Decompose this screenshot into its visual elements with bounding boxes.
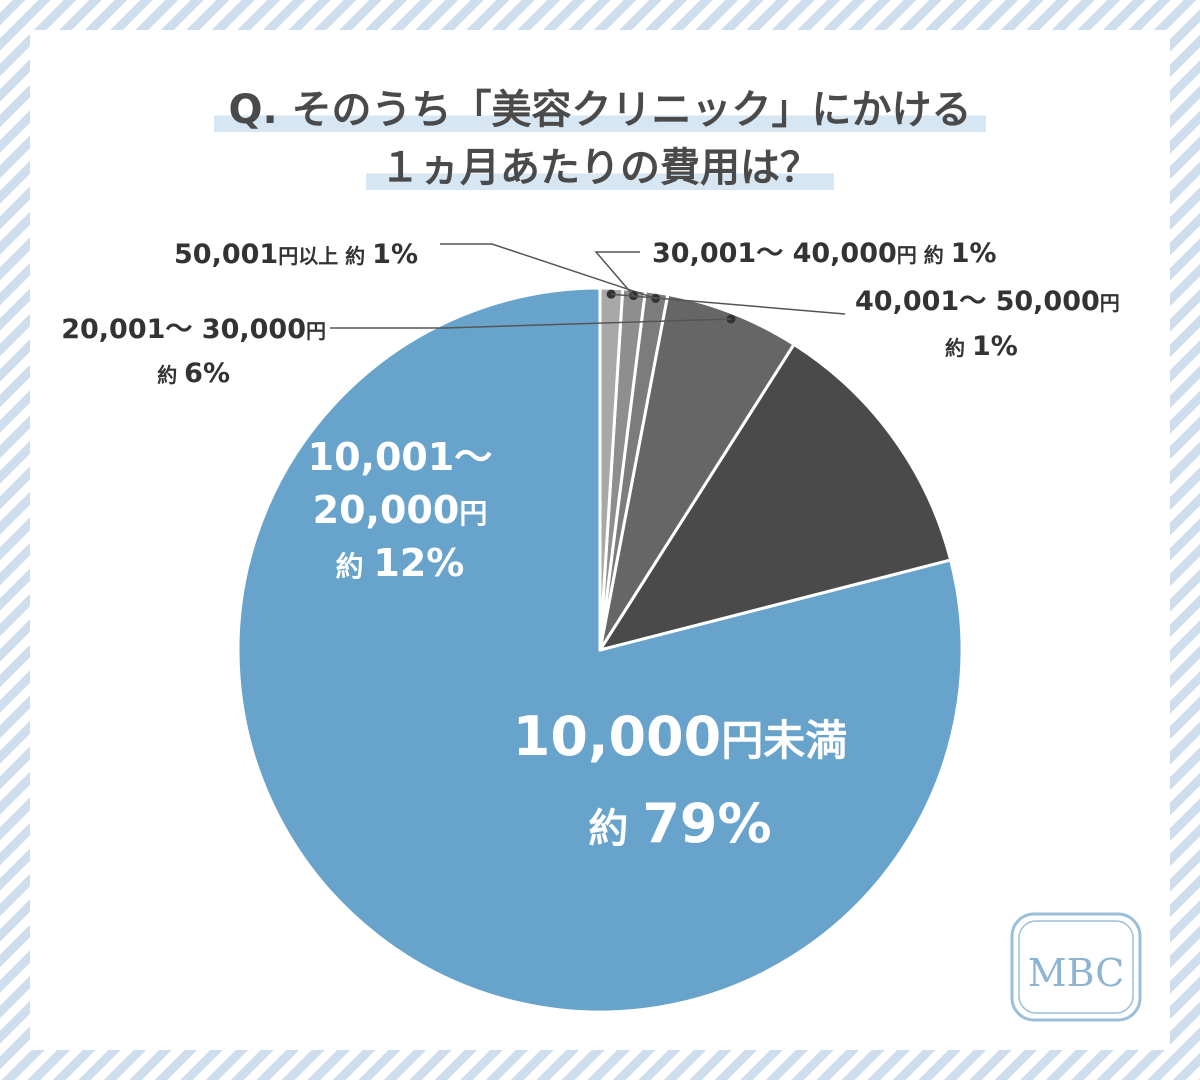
slice-label-5: 30,001〜 40,000円 約 1% bbox=[652, 238, 997, 269]
slice-4-leader-line bbox=[440, 243, 656, 300]
slice-label-3-value: 約 6% bbox=[157, 358, 230, 389]
slice-label-1-value: 約 79% bbox=[588, 792, 771, 855]
slice-label-2-value: 約 12% bbox=[336, 541, 465, 585]
chart-title-line-1-text: Q. そのうち「美容クリニック」にかける bbox=[214, 90, 986, 134]
slice-3-leader-line bbox=[330, 318, 732, 329]
pie-slice-3 bbox=[598, 292, 796, 652]
chart-title-line-1: Q. そのうち「美容クリニック」にかける bbox=[0, 90, 1200, 134]
slice-label-1-range: 10,000円未満 bbox=[513, 705, 847, 768]
slice-label-6-range: 40,001〜 50,000円 bbox=[855, 286, 1120, 317]
slice-label-2-range-a: 10,001〜 bbox=[308, 435, 493, 479]
pie-slice-2 bbox=[598, 342, 953, 652]
slice-label-4: 50,001円以上 約 1% bbox=[174, 239, 418, 270]
slice-label-3-range: 20,001〜 30,000円 bbox=[61, 314, 326, 345]
slice-5-leader-line bbox=[594, 251, 640, 297]
pie-slice-6 bbox=[598, 286, 625, 652]
slice-6-leader-line bbox=[611, 293, 846, 315]
chart-title-line-2: １ヵ月あたりの費用は？ bbox=[0, 148, 1200, 192]
slice-6-leader-dot bbox=[606, 289, 616, 299]
mbc-logo: MBC bbox=[1010, 912, 1142, 1022]
slice-label-2-range-b: 20,000円 bbox=[313, 488, 488, 532]
slice-label-6-value: 約 1% bbox=[945, 331, 1018, 362]
mbc-logo-text: MBC bbox=[1028, 951, 1125, 995]
chart-title-line-2-text: １ヵ月あたりの費用は？ bbox=[366, 148, 834, 192]
